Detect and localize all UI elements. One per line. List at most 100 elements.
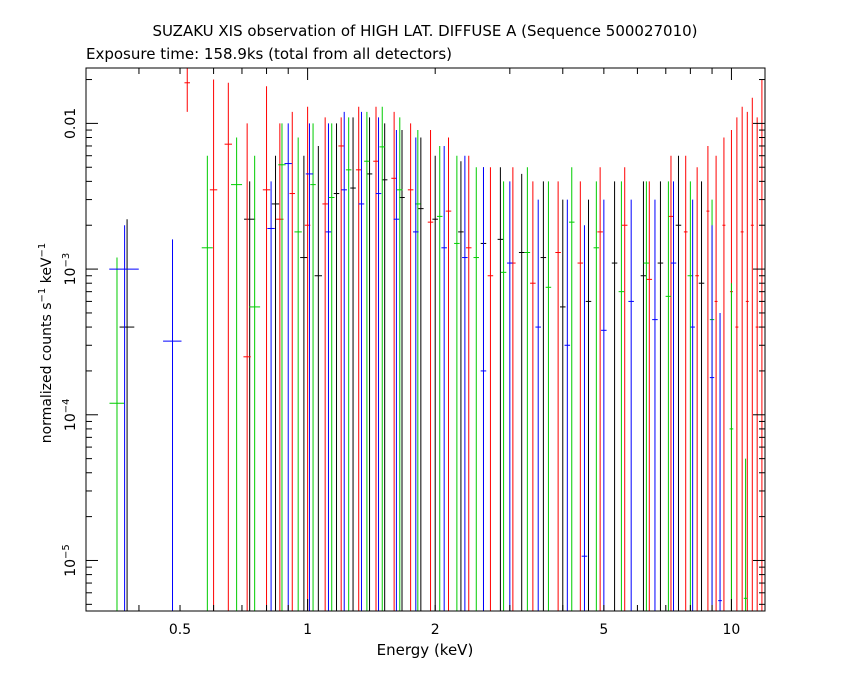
- data-point: [350, 117, 356, 611]
- data-point: [500, 181, 507, 611]
- data-point: [407, 123, 414, 611]
- data-point: [465, 155, 472, 611]
- data-point: [338, 117, 344, 611]
- plot-frame: [85, 67, 766, 612]
- data-point: [722, 137, 726, 611]
- data-point: [568, 167, 575, 611]
- data-point: [109, 257, 125, 611]
- data-point: [577, 181, 584, 611]
- data-point: [341, 111, 347, 611]
- data-point: [675, 155, 682, 611]
- data-point: [109, 225, 139, 611]
- data-point: [322, 117, 328, 611]
- data-point: [418, 137, 424, 611]
- y-axis-label-exp1: −1: [37, 287, 49, 303]
- y-axis-label-base: normalized counts s: [38, 302, 55, 444]
- data-point: [284, 123, 292, 611]
- data-point: [209, 79, 218, 611]
- data-point: [454, 155, 460, 611]
- data-point: [310, 123, 316, 611]
- data-point: [294, 137, 302, 611]
- data-point: [611, 181, 618, 611]
- data-point: [445, 137, 452, 611]
- data-point: [184, 68, 190, 112]
- data-point: [657, 181, 664, 611]
- data-point: [278, 123, 286, 611]
- x-axis-label: Energy (keV): [376, 641, 474, 659]
- x-tick-label: 1: [303, 622, 312, 638]
- data-point: [750, 97, 754, 611]
- data-point: [670, 181, 677, 611]
- data-point: [458, 161, 464, 611]
- data-point: [224, 82, 232, 611]
- y-axis-label: normalized counts s−1 keV−1: [37, 243, 55, 444]
- data-point: [729, 283, 734, 611]
- data-point: [325, 123, 332, 611]
- data-point: [507, 181, 513, 611]
- data-point: [698, 181, 705, 611]
- data-point: [328, 123, 335, 611]
- data-point: [119, 219, 135, 611]
- data-point: [593, 181, 600, 611]
- data-point: [540, 181, 547, 611]
- data-point: [345, 117, 352, 611]
- data-point: [432, 155, 438, 611]
- data-layer: [109, 68, 764, 611]
- data-point: [601, 199, 607, 611]
- data-point: [305, 123, 314, 611]
- x-tick-label: 0.5: [169, 622, 191, 638]
- axis-ticks: [85, 68, 765, 611]
- data-point: [262, 86, 271, 611]
- data-point: [618, 181, 625, 611]
- data-point: [373, 106, 379, 611]
- data-point: [436, 145, 443, 611]
- y-tick-label: 10−3: [61, 253, 79, 286]
- data-point: [743, 458, 748, 611]
- data-point: [244, 181, 256, 611]
- y-tick-label: 10−5: [61, 544, 79, 577]
- data-point: [643, 181, 650, 611]
- data-point: [397, 117, 403, 611]
- data-point: [564, 199, 571, 611]
- data-point: [267, 181, 275, 611]
- data-point: [381, 123, 388, 611]
- data-point: [690, 199, 695, 611]
- y-tick-label: 10−4: [61, 398, 79, 431]
- data-point: [314, 145, 322, 611]
- data-point: [300, 155, 308, 611]
- data-point: [683, 155, 688, 611]
- data-point: [201, 155, 213, 611]
- data-point: [597, 167, 603, 611]
- data-point: [585, 199, 592, 611]
- data-point: [668, 155, 674, 611]
- data-point: [545, 181, 552, 611]
- y-tick-label: 0.01: [63, 108, 79, 139]
- data-point: [487, 167, 494, 611]
- y-axis-label-exp2: −1: [37, 242, 49, 258]
- data-point: [646, 181, 653, 611]
- y-axis-label-mid: keV: [38, 257, 55, 288]
- data-point: [358, 111, 365, 611]
- data-point: [714, 155, 718, 611]
- data-point: [706, 145, 710, 611]
- data-point: [427, 130, 434, 611]
- data-point: [366, 117, 373, 611]
- data-point: [621, 167, 628, 611]
- data-point: [628, 199, 634, 611]
- data-point: [271, 155, 280, 611]
- data-point: [735, 117, 739, 611]
- data-point: [518, 173, 525, 611]
- data-point: [652, 199, 658, 611]
- data-point: [640, 181, 647, 611]
- data-point: [289, 111, 296, 611]
- data-point: [718, 312, 722, 611]
- data-point: [249, 155, 261, 611]
- data-point: [163, 239, 182, 611]
- data-point: [379, 106, 385, 611]
- tick-labels: 0.5 1 2 5 10 0.01 10−3 10−4 10−5: [61, 108, 740, 638]
- data-point: [709, 225, 715, 611]
- data-point: [560, 199, 566, 611]
- chart-subtitle: Exposure time: 158.9ks (total from all d…: [86, 45, 453, 63]
- data-point: [510, 167, 516, 611]
